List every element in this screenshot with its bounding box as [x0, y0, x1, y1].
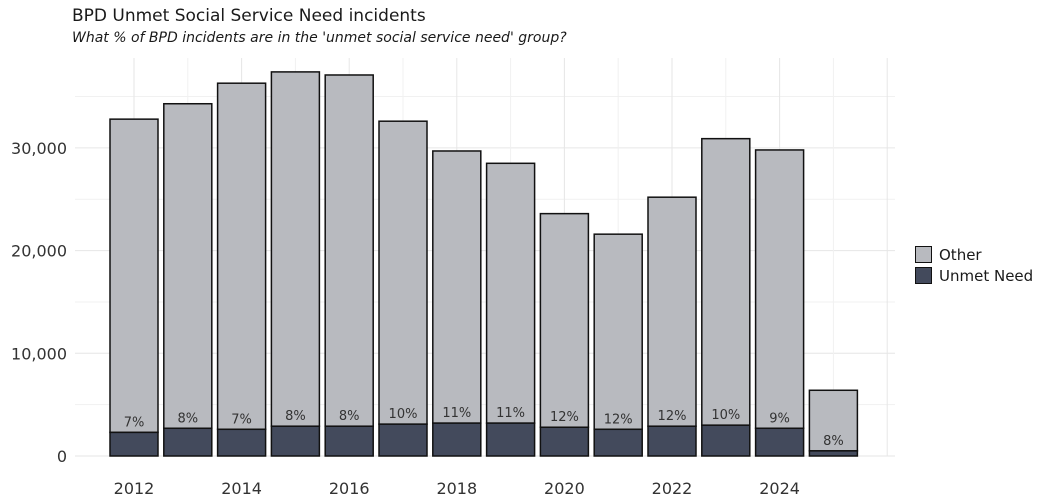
bar-unmet-need: [539, 426, 590, 457]
legend-item-other: Other: [915, 244, 1033, 265]
legend: Other Unmet Need: [915, 244, 1033, 286]
bar-other: [378, 120, 428, 425]
data-label: 9%: [769, 411, 790, 426]
x-tick-label: 2016: [329, 479, 370, 497]
bar-other: [163, 102, 213, 430]
data-label: 7%: [124, 415, 145, 430]
bar-unmet-need: [647, 425, 697, 457]
data-label: 12%: [550, 410, 579, 425]
data-label: 11%: [496, 406, 525, 421]
chart-title: BPD Unmet Social Service Need incidents: [72, 6, 426, 26]
bar-unmet-need: [109, 431, 159, 457]
data-label: 11%: [442, 406, 471, 421]
bar-other: [270, 71, 321, 427]
data-label: 10%: [711, 408, 740, 423]
data-label: 12%: [604, 412, 633, 427]
data-label: 8%: [339, 409, 360, 424]
y-axis: 0 10,000 20,000 30,000: [11, 139, 67, 466]
bar-unmet-need: [216, 428, 267, 457]
y-tick-label: 20,000: [11, 242, 67, 261]
bar-other: [485, 162, 536, 424]
bar-unmet-need: [270, 425, 321, 457]
y-tick-label: 30,000: [11, 139, 67, 158]
bar-other: [754, 149, 805, 430]
x-tick-label: 2022: [652, 479, 693, 497]
data-label: 10%: [389, 407, 418, 422]
data-label: 8%: [823, 434, 844, 449]
legend-swatch-other: [915, 246, 932, 263]
x-tick-label: 2012: [114, 479, 155, 497]
chart-subtitle: What % of BPD incidents are in the 'unme…: [72, 30, 567, 46]
data-label: 8%: [285, 409, 306, 424]
bar-unmet-need: [701, 424, 751, 457]
bar-other: [432, 150, 482, 424]
legend-swatch-unmet-need: [915, 267, 932, 284]
x-tick-label: 2014: [221, 479, 262, 497]
legend-item-unmet-need: Unmet Need: [915, 265, 1033, 286]
bar-unmet-need: [754, 427, 805, 457]
data-label: 12%: [658, 409, 687, 424]
bar-unmet-need: [808, 450, 859, 457]
bar-other: [593, 233, 643, 431]
bar-unmet-need: [324, 425, 374, 457]
data-label: 8%: [177, 411, 198, 426]
bar-other: [324, 74, 374, 427]
y-tick-label: 10,000: [11, 344, 67, 363]
x-tick-label: 2018: [436, 479, 477, 497]
bar-unmet-need: [378, 423, 428, 457]
bar-other: [647, 196, 697, 427]
legend-label-unmet-need: Unmet Need: [939, 266, 1034, 285]
bar-unmet-need: [485, 422, 536, 457]
data-label: 7%: [231, 412, 252, 427]
y-tick-label: 0: [57, 447, 67, 466]
bar-unmet-need: [163, 427, 213, 457]
bar-unmet-need: [432, 422, 482, 457]
data-labels: 7% 8% 7% 8% 8% 10% 11% 11% 12% 12% 12% 10% 9% 8%: [124, 406, 844, 449]
bar-other: [216, 82, 267, 431]
bar-other: [539, 212, 590, 428]
legend-label-other: Other: [939, 245, 982, 264]
x-axis: 2012 2014 2016 2018 2020 2022 2024: [114, 479, 800, 497]
bar-other: [109, 118, 159, 434]
bar-unmet-need: [593, 428, 643, 457]
x-tick-label: 2024: [759, 479, 800, 497]
x-tick-label: 2020: [544, 479, 585, 497]
bars: [109, 71, 859, 457]
bar-other: [701, 137, 751, 426]
